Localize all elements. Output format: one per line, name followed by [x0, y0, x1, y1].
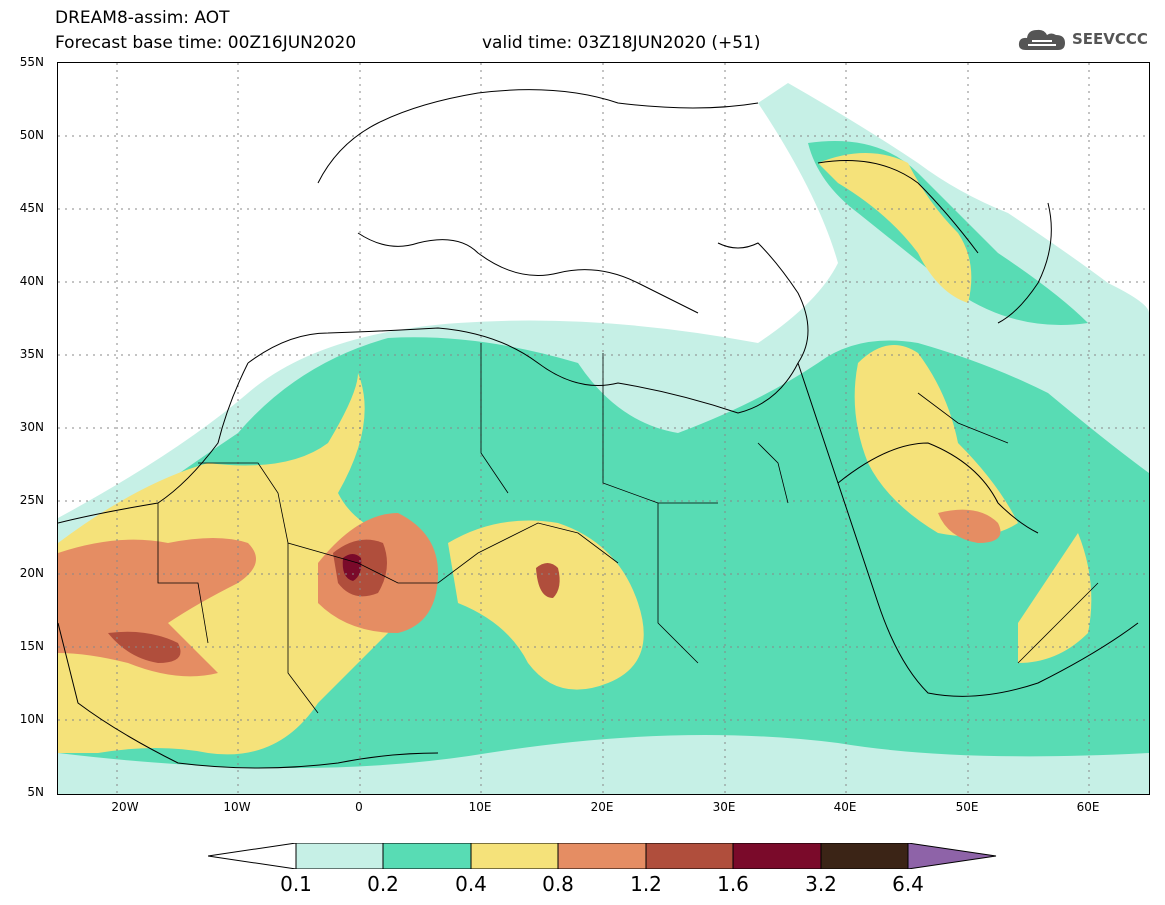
lat-label-55n: 55N — [19, 55, 44, 69]
lat-label-20n: 20N — [19, 566, 44, 580]
lat-label-15n: 15N — [19, 639, 44, 653]
logo-text: SEEVCCC — [1072, 30, 1148, 48]
forecast-base-time: Forecast base time: 00Z16JUN2020 — [55, 33, 357, 53]
lon-label-10e: 10E — [468, 800, 492, 814]
country-borders — [157, 343, 1099, 714]
aot-contour-0.4-arabia — [854, 345, 1018, 537]
lat-label-40n: 40N — [19, 274, 44, 288]
lon-label-60e: 60E — [1076, 800, 1100, 814]
aot-field — [58, 63, 1149, 794]
colorbar-label-6.4: 6.4 — [892, 872, 924, 896]
colorbar-label-1.6: 1.6 — [717, 872, 749, 896]
colorbar-bin-3.2 — [820, 842, 909, 870]
colorbar-bin-0.1 — [295, 842, 384, 870]
aot-contour-0.4-oman — [1018, 533, 1092, 663]
lat-label-45n: 45N — [19, 201, 44, 215]
colorbar-label-0.8: 0.8 — [542, 872, 574, 896]
coastlines — [58, 89, 1139, 769]
colorbar-label-0.4: 0.4 — [455, 872, 487, 896]
colorbar-bin-0.2 — [382, 842, 472, 870]
aot-contour-1.2-chad — [536, 563, 560, 598]
colorbar-underflow-arrow — [207, 842, 297, 870]
lat-label-50n: 50N — [19, 128, 44, 142]
aot-contour-0.8-gulf — [938, 509, 1001, 543]
lon-label-20w: 20W — [111, 800, 139, 814]
colorbar-bin-1.6 — [732, 842, 822, 870]
lon-label-10w: 10W — [223, 800, 251, 814]
colorbar-bin-0.8 — [557, 842, 647, 870]
lat-label-25n: 25N — [19, 493, 44, 507]
lat-label-10n: 10N — [19, 712, 44, 726]
colorbar-label-3.2: 3.2 — [805, 872, 837, 896]
colorbar-bin-0.4 — [470, 842, 559, 870]
lon-label-0: 0 — [355, 800, 363, 814]
lat-label-5n: 5N — [27, 785, 44, 799]
aot-colorbar — [207, 842, 998, 873]
seevccc-logo: SEEVCCC — [1018, 26, 1148, 52]
aot-contour-1.2-west — [108, 631, 181, 663]
lon-label-40e: 40E — [833, 800, 857, 814]
aot-contour-0.4-central — [448, 520, 644, 690]
lon-label-20e: 20E — [590, 800, 614, 814]
colorbar-label-1.2: 1.2 — [630, 872, 662, 896]
colorbar-overflow-arrow — [907, 842, 997, 870]
valid-time: valid time: 03Z18JUN2020 (+51) — [482, 33, 761, 53]
aot-map — [57, 62, 1150, 795]
map-title: DREAM8-assim: AOT — [55, 8, 230, 28]
aot-contour-1.6 — [342, 554, 362, 581]
colorbar-label-0.1: 0.1 — [280, 872, 312, 896]
aot-contour-0.4-caspian — [818, 153, 972, 303]
lat-label-35n: 35N — [19, 347, 44, 361]
cloud-icon — [1018, 29, 1065, 50]
lon-label-50e: 50E — [955, 800, 979, 814]
lat-label-30n: 30N — [19, 420, 44, 434]
aot-contour-0.8-west — [58, 538, 256, 677]
colorbar-label-0.2: 0.2 — [367, 872, 399, 896]
lon-label-30e: 30E — [712, 800, 736, 814]
colorbar-bin-1.2 — [645, 842, 734, 870]
